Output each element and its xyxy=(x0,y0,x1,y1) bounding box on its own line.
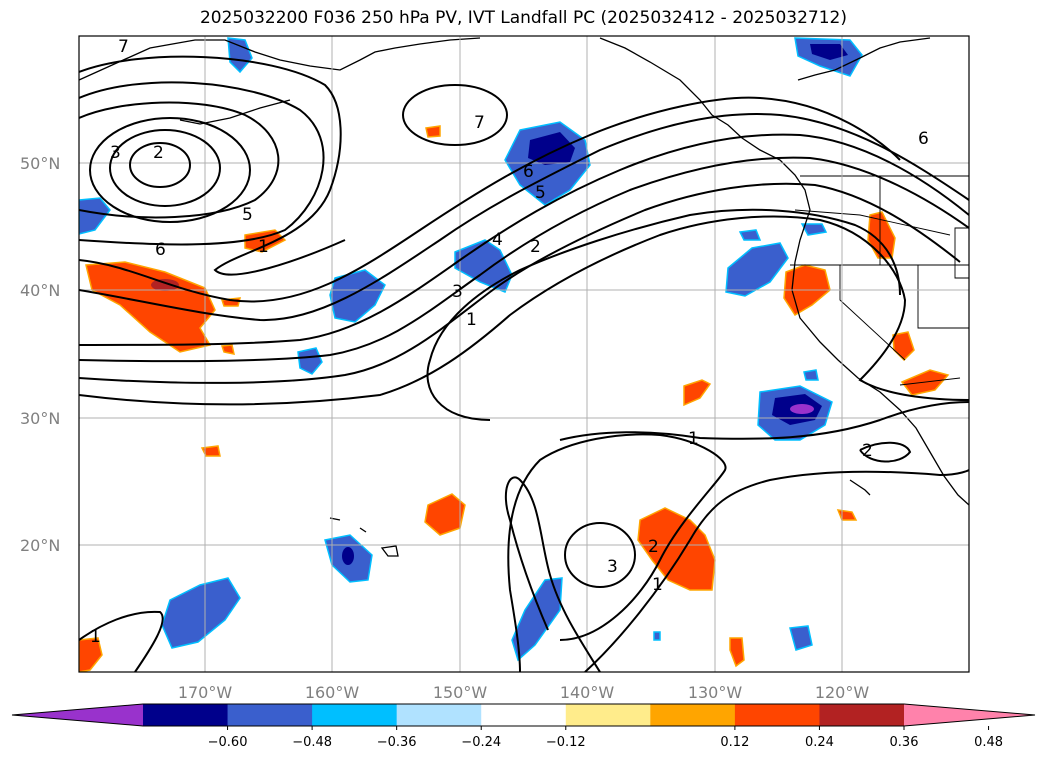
ivt-contours xyxy=(79,55,969,672)
contour-label: 7 xyxy=(118,37,129,57)
graticule xyxy=(79,36,969,672)
contour-label: 3 xyxy=(110,143,121,163)
colorbar-outline xyxy=(11,703,1036,727)
contour-label: 2 xyxy=(648,537,659,557)
contour-label: 5 xyxy=(242,205,253,225)
contour-label: 2 xyxy=(862,441,873,461)
longitude-labels: 170°W 160°W 150°W 140°W 130°W 120°W xyxy=(178,683,870,702)
contour-label: 2 xyxy=(530,237,541,257)
contour-label: 5 xyxy=(535,183,546,203)
contour-label: 1 xyxy=(466,310,477,330)
colorbar-swatch xyxy=(734,704,820,726)
map-area: 7 3 2 5 6 1 7 6 5 4 3 2 1 6 1 2 3 2 1 1 xyxy=(79,36,969,672)
contour-label: 2 xyxy=(153,143,164,163)
lat-label: 50°N xyxy=(20,154,60,173)
contour-label: 1 xyxy=(652,575,663,595)
colorbar-extend-high xyxy=(904,704,1035,726)
latitude-labels: 50°N 40°N 30°N 20°N xyxy=(20,154,60,555)
colorbar-swatch xyxy=(312,704,398,726)
lon-label: 130°W xyxy=(688,683,743,702)
colorbar-tick-label: −0.36 xyxy=(377,735,417,750)
political-borders xyxy=(790,175,969,386)
contour-label: 6 xyxy=(918,129,929,149)
contour-label: 6 xyxy=(523,162,534,182)
lat-label: 40°N xyxy=(20,281,60,300)
colorbar-swatch xyxy=(227,704,313,726)
contour-label: 1 xyxy=(688,429,699,449)
colorbar-tick-label: −0.12 xyxy=(546,735,586,750)
contour-label: 4 xyxy=(492,230,503,250)
contour-label: 1 xyxy=(90,627,101,647)
colorbar-tick-label: 0.24 xyxy=(805,735,834,750)
colorbar-swatch xyxy=(650,704,736,726)
colorbar-tick-label: 0.36 xyxy=(890,735,919,750)
lat-label: 30°N xyxy=(20,409,60,428)
colorbar-swatch xyxy=(819,704,905,726)
contour-label: 6 xyxy=(155,240,166,260)
colorbar-tick-label: −0.48 xyxy=(292,735,332,750)
contour-label: 3 xyxy=(607,557,618,577)
colorbar: −0.60 −0.48 −0.36 −0.24 −0.12 0.12 0.24 0.36 0.4… xyxy=(11,703,1036,750)
contour-labels: 7 3 2 5 6 1 7 6 5 4 3 2 1 6 1 2 3 2 1 1 xyxy=(90,37,929,647)
map-frame xyxy=(78,35,970,673)
colorbar-tick-label: −0.24 xyxy=(461,735,501,750)
lon-label: 140°W xyxy=(560,683,615,702)
lon-label: 160°W xyxy=(305,683,360,702)
colorbar-tick-label: 0.12 xyxy=(720,735,749,750)
colorbar-tick-label: −0.60 xyxy=(208,735,248,750)
contour-label: 7 xyxy=(474,113,485,133)
lon-label: 120°W xyxy=(815,683,870,702)
lon-label: 150°W xyxy=(433,683,488,702)
colorbar-swatch xyxy=(565,704,651,726)
colorbar-swatch xyxy=(481,704,567,726)
contour-label: 1 xyxy=(258,237,269,257)
colorbar-swatch xyxy=(396,704,482,726)
map-title: 2025032200 F036 250 hPa PV, IVT Landfall… xyxy=(199,8,847,28)
coastlines xyxy=(79,37,969,557)
colorbar-extend-low xyxy=(12,704,143,726)
contour-label: 3 xyxy=(452,282,463,302)
lat-label: 20°N xyxy=(20,536,60,555)
colorbar-tick-label: 0.48 xyxy=(974,735,1003,750)
lon-label: 170°W xyxy=(178,683,233,702)
colorbar-swatch xyxy=(143,704,229,726)
